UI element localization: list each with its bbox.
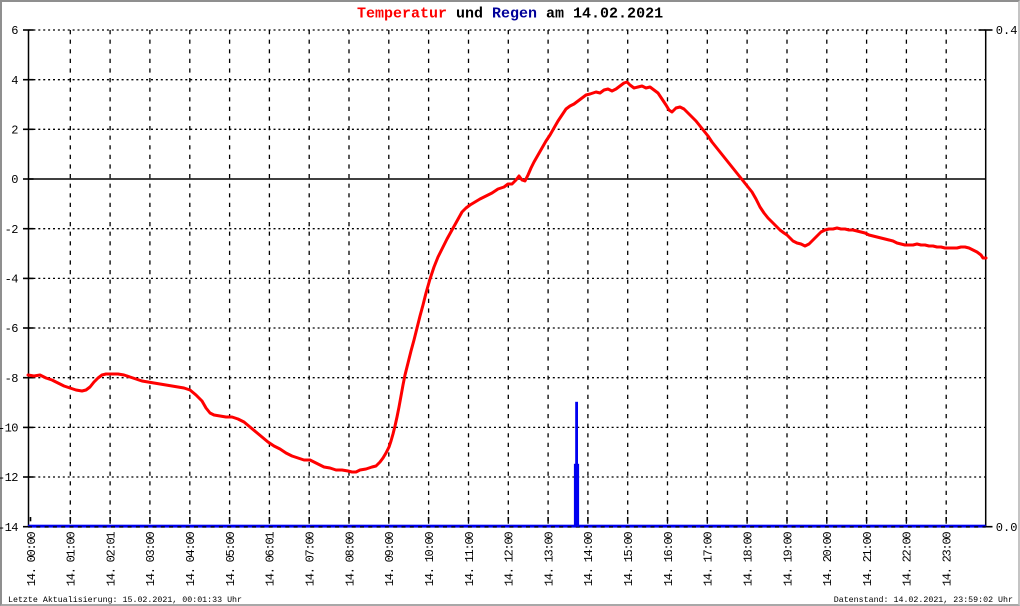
svg-text:14. 01:00: 14. 01:00 <box>65 532 79 587</box>
svg-text:14. 11:00: 14. 11:00 <box>463 532 477 587</box>
svg-text:-2: -2 <box>5 223 19 237</box>
svg-text:-14: -14 <box>0 521 18 535</box>
svg-text:14. 22:00: 14. 22:00 <box>901 532 915 587</box>
svg-text:-8: -8 <box>5 372 19 386</box>
svg-text:0: 0 <box>11 173 18 187</box>
svg-text:14. 15:00: 14. 15:00 <box>622 532 636 587</box>
svg-text:2: 2 <box>11 124 18 138</box>
svg-text:14. 00:00: 14. 00:00 <box>25 532 39 587</box>
svg-text:14. 06:01: 14. 06:01 <box>264 532 278 587</box>
svg-text:14. 04:00: 14. 04:00 <box>184 532 198 587</box>
svg-text:14. 20:00: 14. 20:00 <box>821 532 835 587</box>
svg-text:14. 19:00: 14. 19:00 <box>781 532 795 587</box>
svg-text:14. 17:00: 14. 17:00 <box>702 532 716 587</box>
svg-text:14. 10:00: 14. 10:00 <box>423 532 437 587</box>
svg-text:6: 6 <box>11 24 18 38</box>
svg-text:14. 08:00: 14. 08:00 <box>343 532 357 587</box>
svg-text:-12: -12 <box>0 471 18 485</box>
svg-text:-4: -4 <box>5 273 19 287</box>
svg-text:4: 4 <box>11 74 18 88</box>
svg-text:0.4: 0.4 <box>996 24 1018 38</box>
svg-text:Datenstand: 14.02.2021, 23:59:: Datenstand: 14.02.2021, 23:59:02 Uhr <box>834 595 1013 605</box>
svg-text:14. 12:00: 14. 12:00 <box>503 532 517 587</box>
svg-text:14. 18:00: 14. 18:00 <box>741 532 755 587</box>
svg-text:Letzte Aktualisierung: 15.02.2: Letzte Aktualisierung: 15.02.2021, 00:01… <box>8 595 242 605</box>
svg-text:14. 03:00: 14. 03:00 <box>144 532 158 587</box>
svg-text:14. 07:00: 14. 07:00 <box>304 532 318 587</box>
svg-text:14. 05:00: 14. 05:00 <box>224 532 238 587</box>
svg-text:14. 09:00: 14. 09:00 <box>383 532 397 587</box>
svg-text:14. 16:00: 14. 16:00 <box>662 532 676 587</box>
svg-text:14. 23:00: 14. 23:00 <box>941 532 955 587</box>
svg-text:-10: -10 <box>0 422 18 436</box>
svg-text:14. 21:00: 14. 21:00 <box>861 532 875 587</box>
svg-text:-6: -6 <box>5 322 19 336</box>
svg-text:14. 13:00: 14. 13:00 <box>542 532 556 587</box>
svg-text:0.0: 0.0 <box>996 521 1018 535</box>
svg-text:14. 14:00: 14. 14:00 <box>582 532 596 587</box>
svg-text:14. 02:01: 14. 02:01 <box>104 532 118 587</box>
svg-text:Temperatur und Regen am 14.02.: Temperatur und Regen am 14.02.2021 <box>357 6 663 23</box>
